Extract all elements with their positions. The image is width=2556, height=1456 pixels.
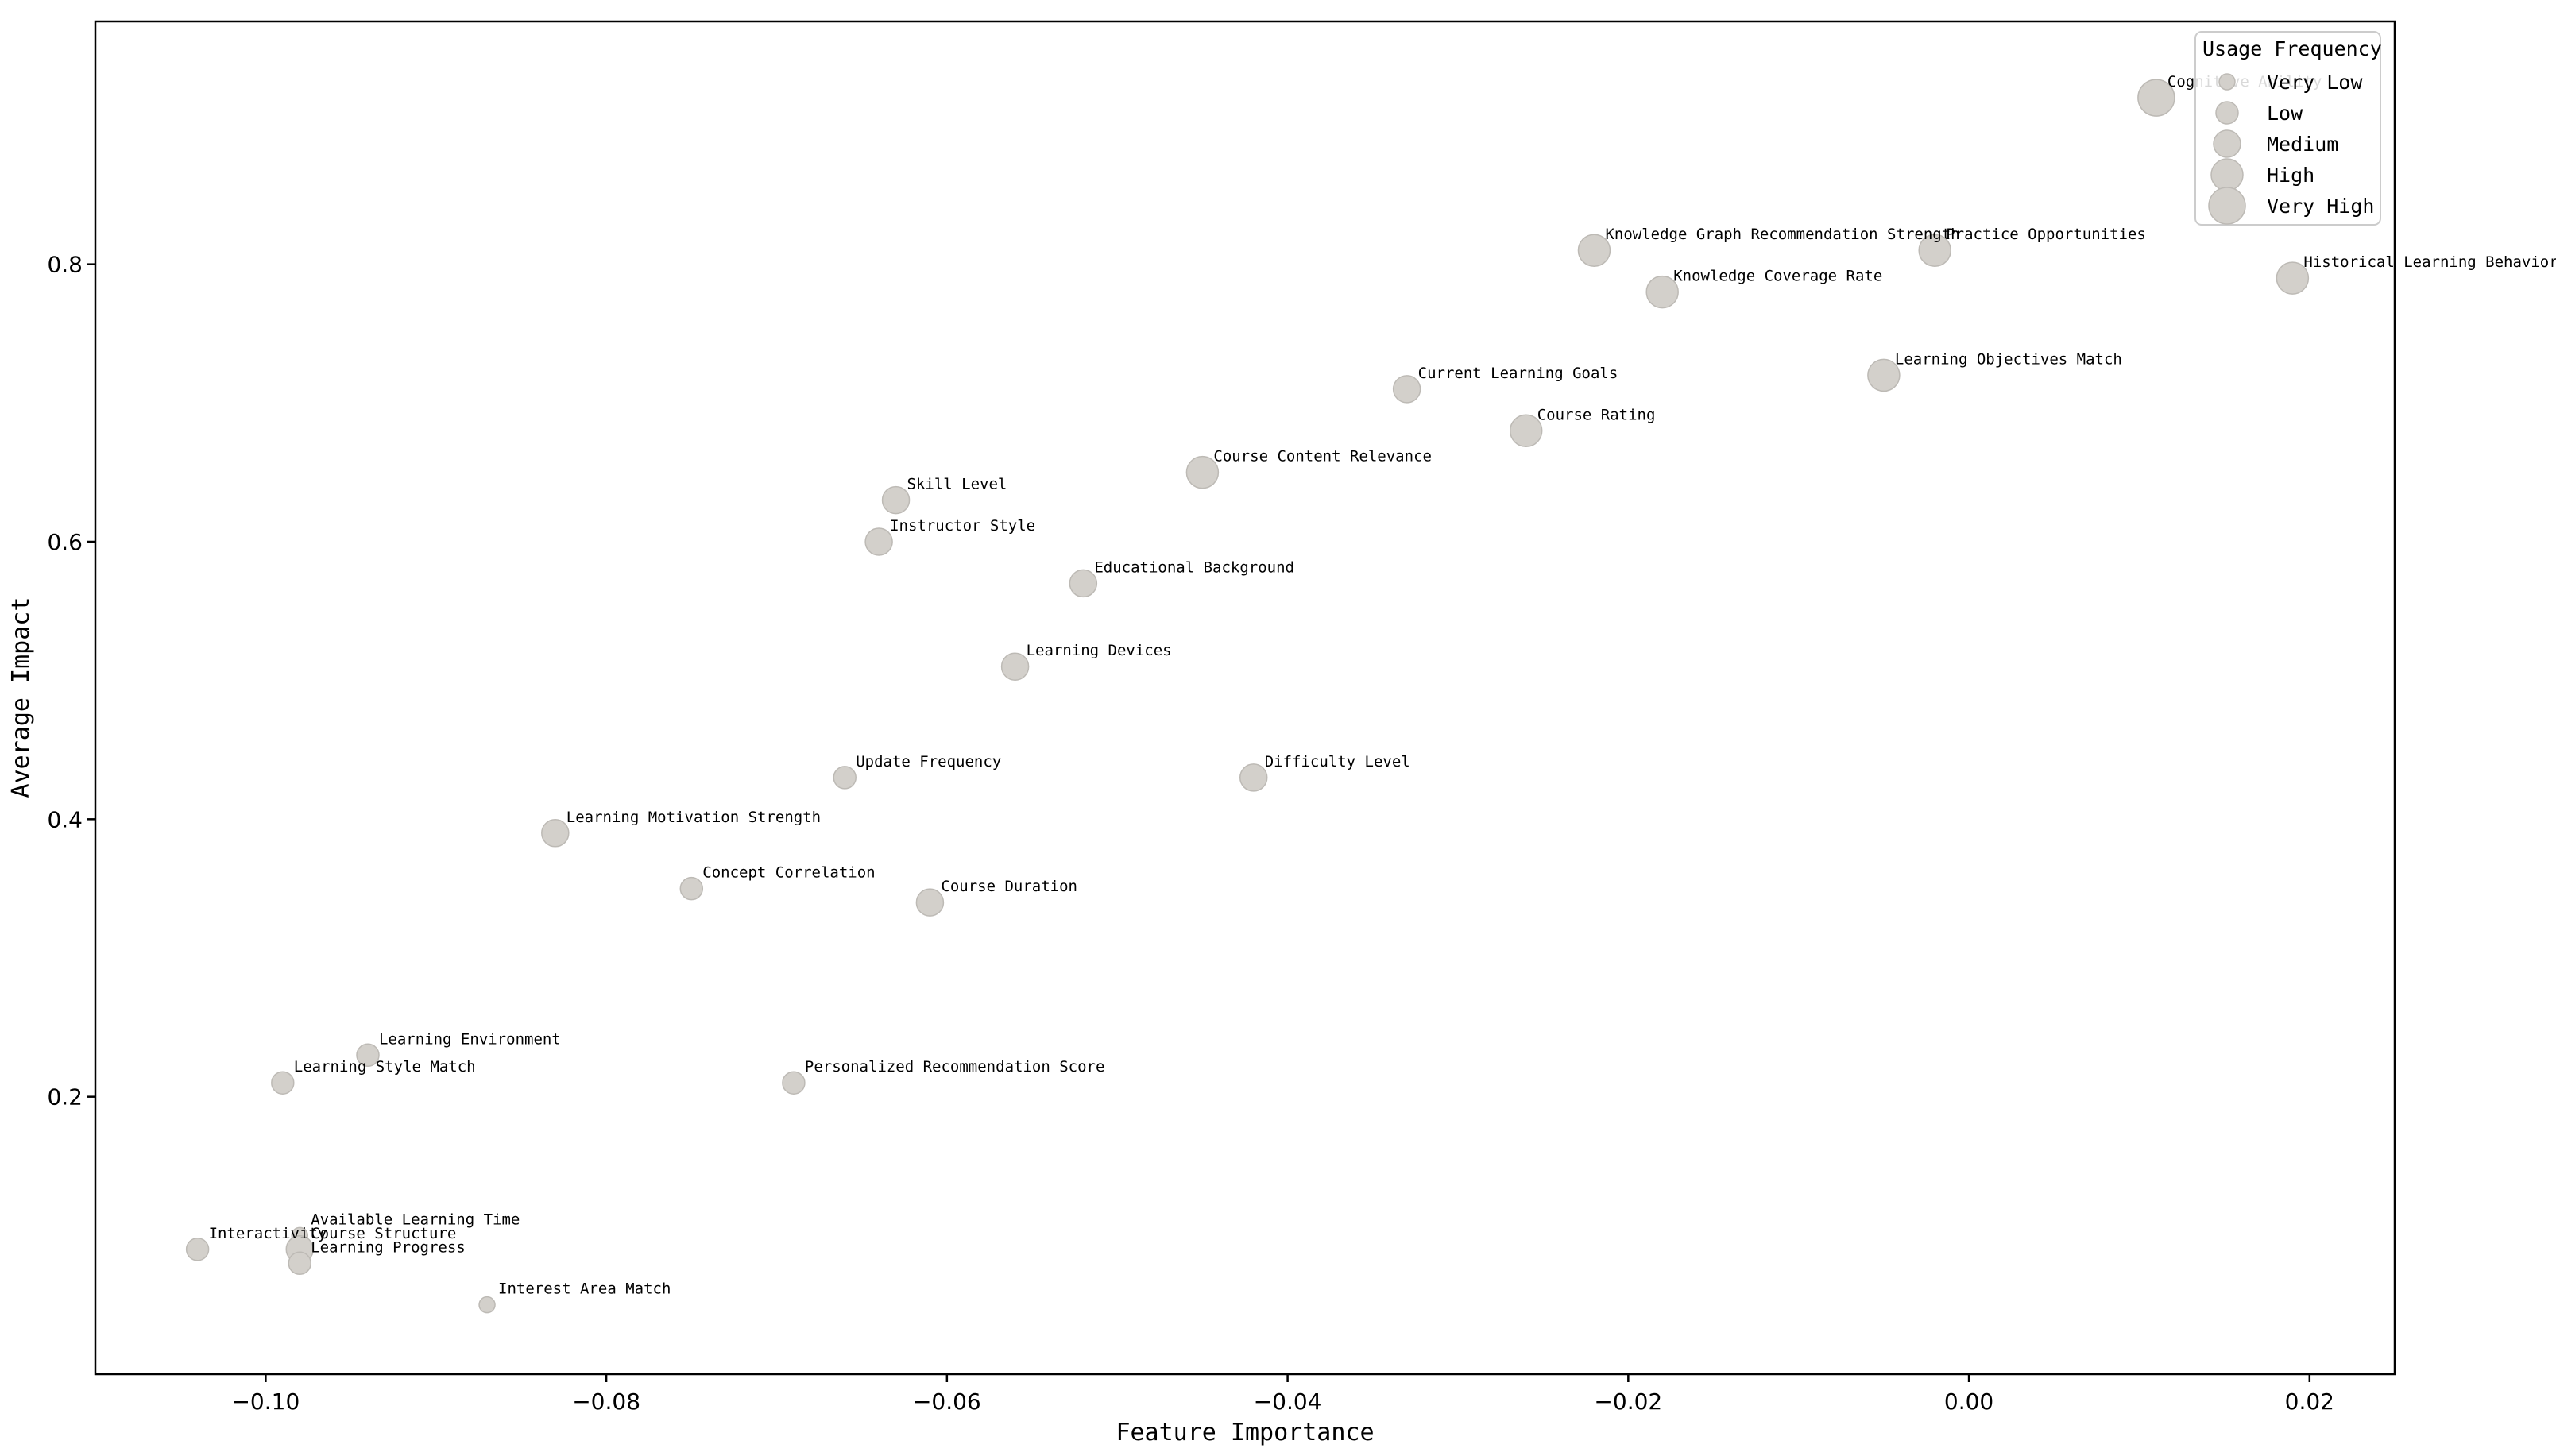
data-point (2137, 79, 2175, 117)
axis-ticks: −0.10 −0.08 −0.06 −0.04 −0.02 0.00 0.02 0.2 0.4 0… (47, 252, 2334, 1415)
data-point (679, 876, 704, 901)
data-point (1069, 569, 1098, 598)
plot-area (94, 20, 2396, 1376)
point-label: Course Structure (311, 1225, 456, 1242)
point-label: Concept Correlation (702, 864, 875, 882)
legend-label: High (2267, 164, 2314, 187)
x-tick-label: −0.06 (913, 1388, 981, 1415)
legend-title: Usage Frequency (2202, 37, 2382, 60)
point-label: Interactivity (209, 1225, 327, 1242)
x-axis-title: Feature Importance (1116, 1419, 1374, 1446)
y-axis-title: Average Impact (7, 597, 35, 798)
data-point (271, 1071, 295, 1095)
data-point (1509, 414, 1543, 448)
legend-marker (2213, 129, 2241, 158)
data-point (478, 1296, 496, 1314)
point-label: Instructor Style (890, 517, 1035, 535)
data-point (185, 1238, 210, 1261)
data-point (541, 819, 570, 848)
legend-marker (2218, 73, 2236, 91)
point-label: Current Learning Goals (1418, 365, 1618, 382)
data-point (1918, 234, 1951, 267)
legend-marker (2208, 187, 2246, 225)
point-label: Skill Level (907, 476, 1007, 493)
data-point (2276, 261, 2310, 295)
data-point (864, 527, 893, 556)
data-point (833, 766, 857, 790)
data-points (185, 79, 2310, 1314)
point-label: Interest Area Match (498, 1280, 671, 1298)
y-tick-label: 0.8 (47, 252, 83, 278)
data-point (881, 485, 911, 515)
legend-marker (2210, 158, 2244, 191)
point-label: Learning Progress (311, 1238, 465, 1256)
point-label: Course Rating (1537, 406, 1656, 423)
point-label: Learning Devices (1027, 642, 1172, 659)
x-tick-label: −0.08 (572, 1388, 640, 1415)
data-point (1000, 652, 1030, 681)
point-label: Learning Environment (379, 1030, 561, 1048)
point-label: Available Learning Time (311, 1211, 520, 1228)
point-label: Knowledge Graph Recommendation Strength (1605, 226, 1959, 243)
legend: Usage Frequency Very LowLowMediumHighVer… (2194, 31, 2382, 226)
point-label: Course Duration (941, 878, 1077, 895)
point-label: Historical Learning Behavior (2303, 253, 2556, 271)
data-point (356, 1043, 380, 1068)
legend-label: Medium (2267, 133, 2338, 156)
data-point (1645, 275, 1679, 309)
data-point (1577, 234, 1611, 267)
data-point (915, 888, 945, 917)
point-label: Learning Style Match (294, 1058, 476, 1076)
point-label: Learning Objectives Match (1895, 350, 2122, 368)
data-point (288, 1251, 311, 1276)
x-tick-label: −0.10 (231, 1388, 300, 1415)
point-label: Difficulty Level (1265, 753, 1410, 770)
y-tick-label: 0.4 (47, 806, 83, 832)
legend-label: Very Low (2267, 71, 2363, 94)
point-label: Practice Opportunities (1946, 226, 2146, 243)
data-point (782, 1071, 806, 1095)
data-point (1239, 763, 1268, 792)
data-point (1185, 455, 1220, 489)
point-label: Update Frequency (856, 753, 1001, 770)
y-tick-label: 0.6 (47, 529, 83, 555)
legend-entries: Very Low Low Medium High Very High (2208, 71, 2374, 225)
point-label: Course Content Relevance (1213, 448, 1432, 465)
y-tick-label: 0.2 (47, 1084, 83, 1110)
point-label: Learning Motivation Strength (566, 809, 821, 826)
legend-label: Very High (2267, 195, 2374, 218)
legend-label: Low (2267, 102, 2303, 125)
x-tick-label: 0.02 (2285, 1388, 2334, 1415)
x-tick-label: 0.00 (1944, 1388, 1993, 1415)
point-label: Personalized Recommendation Score (805, 1058, 1104, 1076)
legend-marker (2215, 101, 2239, 125)
x-tick-label: −0.02 (1594, 1388, 1662, 1415)
x-tick-label: −0.04 (1254, 1388, 1322, 1415)
data-point (1867, 358, 1901, 392)
point-label: Educational Background (1094, 558, 1294, 576)
data-point (1392, 375, 1421, 404)
point-label: Knowledge Coverage Rate (1673, 268, 1882, 285)
